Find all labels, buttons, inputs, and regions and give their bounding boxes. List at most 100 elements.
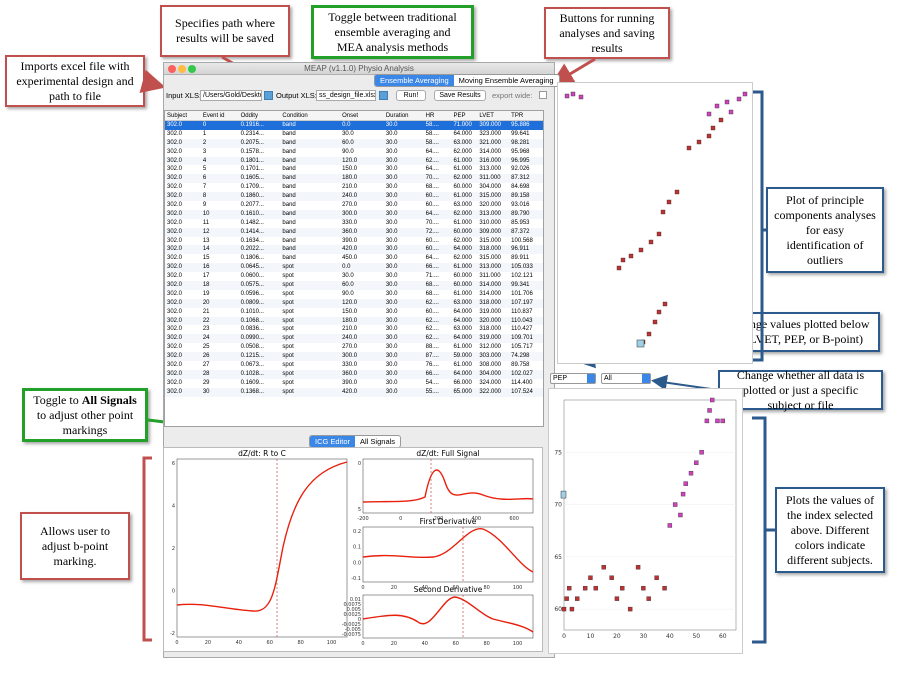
table-cell: 0.2077... [240, 202, 264, 209]
table-cell: 30.0 [385, 273, 398, 280]
table-cell: 302.0 [167, 184, 183, 191]
table-row[interactable]: 302.0 8 0.1860... band 240.0 30.0 60.... 61.000… [165, 192, 543, 202]
table-row[interactable]: 302.0 14 0.2022... band 420.0 30.0 60.... 64.00… [165, 245, 543, 255]
table-cell: spot [282, 308, 294, 315]
output-file-icon[interactable] [379, 91, 388, 100]
table-row[interactable]: 302.0 5 0.1701... band 150.0 30.0 64.... 61.000… [165, 165, 543, 174]
table-row[interactable]: 302.0 3 0.1578... band 90.0 30.0 64.... 62.000 3… [165, 148, 543, 157]
table-cell: band [282, 130, 296, 137]
index-select[interactable]: PEP [550, 373, 596, 384]
table-cell: 110.427 [511, 326, 533, 333]
table-cell: 30.0 [385, 246, 398, 253]
subject-select[interactable]: All [601, 373, 651, 384]
table-cell: 0.1801... [240, 157, 264, 164]
table-cell: 315.000 [479, 237, 502, 244]
tab-icg-editor[interactable]: ICG Editor [310, 436, 356, 447]
table-cell: 308.000 [479, 362, 502, 369]
run-button[interactable]: Run! [396, 90, 426, 101]
table-row[interactable]: 302.0 19 0.0596... spot 90.0 30.0 68.... 61.000… [165, 290, 543, 299]
table-cell: 0.1414... [240, 228, 264, 235]
data-point [609, 575, 614, 580]
table-row[interactable]: 302.0 11 0.1482... band 330.0 30.0 70.... 61.00… [165, 219, 543, 228]
table-row[interactable]: 302.0 4 0.1801... band 120.0 30.0 62.... 61.000… [165, 156, 543, 166]
tab-moving-ensemble-averaging[interactable]: Moving Ensemble Averaging [458, 76, 554, 85]
table-row[interactable]: 302.0 18 0.0575... spot 60.0 30.0 68.... 60.000… [165, 281, 543, 290]
x-tick-label: 0 [175, 640, 178, 646]
table-cell: 71.000 [453, 122, 472, 128]
table-cell: 84.698 [511, 184, 530, 191]
zoom-window-button[interactable] [188, 65, 196, 73]
table-cell: 330.0 [342, 362, 358, 369]
table-row[interactable]: 302.0 10 0.1610... band 300.0 30.0 64.... 62.00… [165, 209, 543, 219]
table-row[interactable]: 302.0 12 0.1414... band 360.0 30.0 72.... 60.00… [165, 227, 543, 237]
table-row[interactable]: 302.0 30 0.1368... spot 420.0 30.0 55.... 65.00… [165, 387, 543, 397]
table-row[interactable]: 302.0 7 0.1709... band 210.0 30.0 68.... 60.000… [165, 183, 543, 192]
tab-ensemble-averaging[interactable]: Ensemble Averaging [375, 75, 454, 86]
y-tick-label: 70 [554, 502, 562, 509]
col-condition[interactable]: Condition [282, 113, 308, 119]
table-row[interactable]: 302.0 2 0.2075... band 60.0 30.0 58.... 63.000 3… [165, 138, 543, 148]
table-row[interactable]: 302.0 0 0.1916... band 0.0 30.0 58.... 71.000 30… [165, 121, 543, 130]
table-row[interactable]: 302.0 23 0.0836... spot 210.0 30.0 62.... 63.00… [165, 325, 543, 334]
table-cell: band [282, 193, 296, 200]
table-cell: 30.0 [385, 290, 398, 297]
pca-point [724, 99, 730, 105]
table-cell: 316.000 [479, 157, 502, 164]
table-row[interactable]: 302.0 22 0.1068... spot 180.0 30.0 62.... 64.00… [165, 316, 543, 326]
col-oddity[interactable]: Oddity [240, 113, 258, 119]
subplot-title: dZ/dt: Full Signal [416, 449, 479, 458]
y-tick-label: -0.0025 [342, 622, 361, 628]
title-bar: MEAP (v1.1.0) Physio Analysis [164, 63, 554, 75]
col-event-id[interactable]: Event id [202, 113, 225, 119]
data-point [641, 585, 646, 591]
minimize-window-button[interactable] [178, 65, 186, 73]
col-hr[interactable]: HR [425, 113, 435, 119]
pca-plot [564, 91, 748, 348]
col-subject[interactable]: Subject [167, 113, 188, 119]
pca-point [686, 145, 692, 151]
col-onset[interactable]: Onset [342, 113, 359, 119]
pca-point [706, 111, 712, 117]
input-xls-field[interactable]: /Users/Gold/Deskto [200, 90, 262, 101]
table-row[interactable]: 302.0 20 0.0809... spot 120.0 30.0 62.... 63.00… [165, 298, 543, 308]
table-cell: 102.027 [511, 370, 533, 377]
tab-all-signals[interactable]: All Signals [360, 437, 396, 446]
export-wide-checkbox[interactable] [539, 91, 547, 99]
table-row[interactable]: 302.0 28 0.1028... spot 360.0 30.0 66.... 64.00… [165, 369, 543, 379]
table-cell: 0.2075... [240, 139, 264, 146]
table-cell: 240.0 [342, 193, 358, 200]
col-lvet[interactable]: LVET [479, 113, 494, 119]
table-cell: 7 [202, 184, 207, 191]
y-tick-label: -0.0075 [342, 632, 361, 638]
table-cell: 18 [202, 282, 210, 289]
table-row[interactable]: 302.0 6 0.1605... band 180.0 30.0 70.... 62.000… [165, 174, 543, 184]
output-xls-field[interactable]: ss_design_file.xlsx [316, 90, 376, 101]
table-cell: 76.... [425, 362, 439, 369]
table-cell: band [282, 175, 296, 182]
col-tpr[interactable]: TPR [511, 113, 524, 119]
table-row[interactable]: 302.0 24 0.0990... spot 240.0 30.0 62.... 64.00… [165, 334, 543, 344]
table-row[interactable]: 302.0 15 0.1806... band 450.0 30.0 64.... 62.00… [165, 254, 543, 263]
table-cell: 30.0 [385, 335, 398, 342]
table-row[interactable]: 302.0 29 0.1609... spot 390.0 30.0 54.... 66.00… [165, 379, 543, 388]
table-cell: 110.043 [511, 317, 533, 324]
close-window-button[interactable] [168, 65, 176, 73]
col-duration[interactable]: Duration [385, 113, 409, 119]
table-cell: 30.0 [385, 166, 398, 173]
table-row[interactable]: 302.0 17 0.0600... spot 30.0 30.0 71.... 60.000… [165, 272, 543, 281]
table-row[interactable]: 302.0 9 0.2077... band 270.0 30.0 60.... 63.000… [165, 201, 543, 210]
input-file-icon[interactable] [264, 91, 273, 100]
save-results-button[interactable]: Save Results [434, 90, 486, 101]
table-row[interactable]: 302.0 27 0.0673... spot 330.0 30.0 76.... 61.00… [165, 361, 543, 370]
table-row[interactable]: 302.0 13 0.1634... band 390.0 30.0 60.... 62.00… [165, 237, 543, 246]
table-row[interactable]: 302.0 25 0.0508... spot 270.0 30.0 88.... 61.00… [165, 343, 543, 352]
table-row[interactable]: 302.0 21 0.1010... spot 150.0 30.0 60.... 64.00… [165, 308, 543, 317]
table-row[interactable]: 302.0 16 0.0645... spot 0.0 30.0 66.... 61.000 3… [165, 263, 543, 273]
table-cell: 180.0 [342, 175, 358, 182]
table-row[interactable]: 302.0 1 0.2314... band 30.0 30.0 58.... 64.000 3… [165, 130, 543, 139]
table-cell: 25 [202, 344, 210, 351]
x-tick-label: 40 [422, 641, 428, 647]
col-pep[interactable]: PEP [453, 113, 466, 119]
table-row[interactable]: 302.0 26 0.1215... spot 300.0 30.0 87.... 59.00… [165, 352, 543, 362]
callout-buttons-running: Buttons for running analyses and saving … [544, 7, 670, 59]
